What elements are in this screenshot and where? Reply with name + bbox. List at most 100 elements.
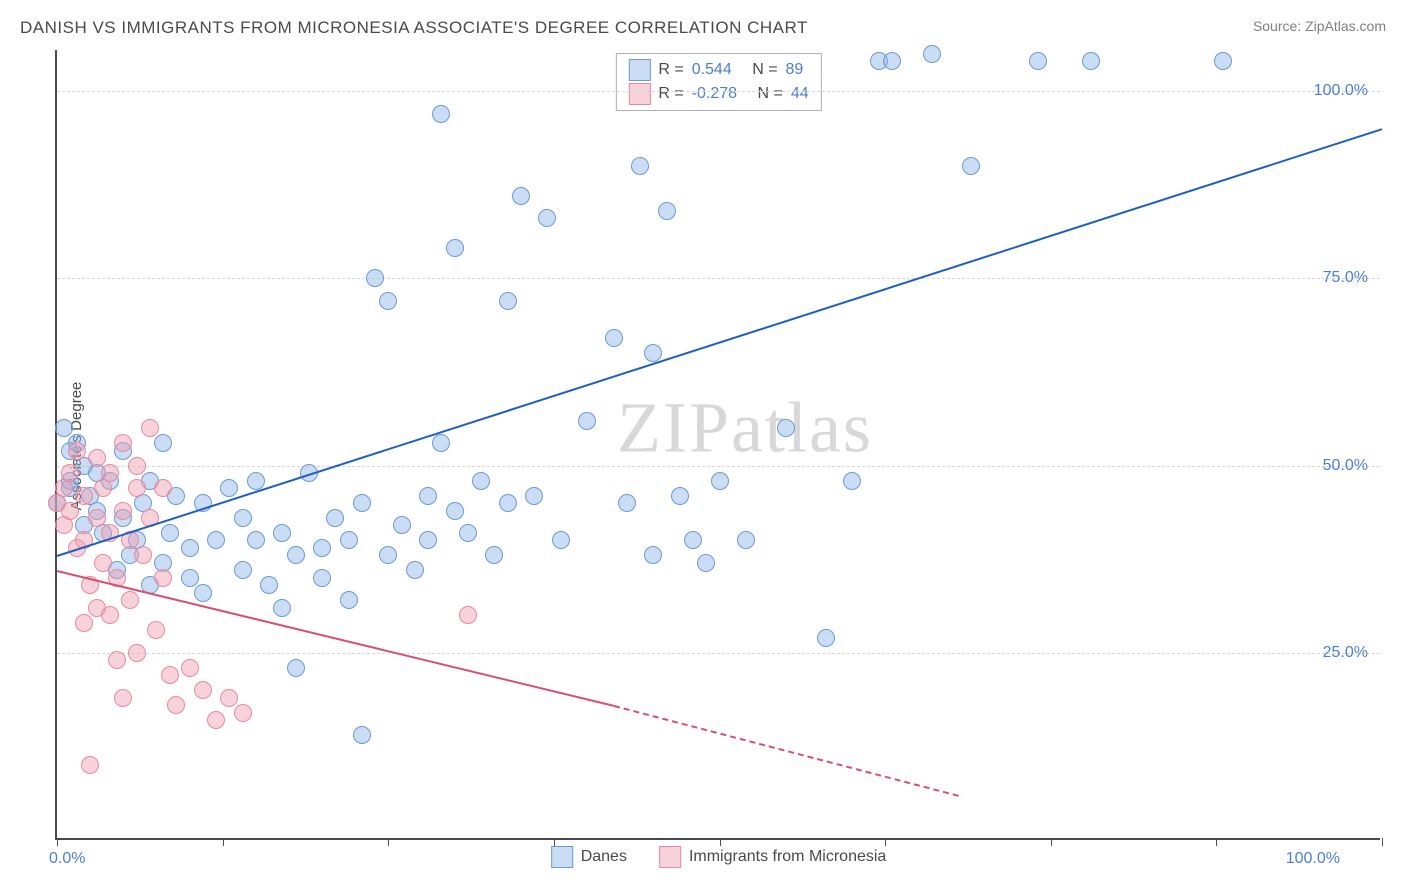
- chart-title: DANISH VS IMMIGRANTS FROM MICRONESIA ASS…: [20, 18, 808, 38]
- scatter-point: [459, 606, 477, 624]
- scatter-point: [88, 449, 106, 467]
- scatter-point: [114, 689, 132, 707]
- scatter-point: [141, 419, 159, 437]
- scatter-point: [234, 509, 252, 527]
- scatter-point: [194, 584, 212, 602]
- scatter-point: [485, 546, 503, 564]
- grid-line: [57, 653, 1380, 654]
- trend-line: [57, 570, 614, 707]
- scatter-point: [134, 546, 152, 564]
- x-tick: [885, 838, 886, 846]
- scatter-point: [472, 472, 490, 490]
- scatter-point: [260, 576, 278, 594]
- scatter-point: [446, 502, 464, 520]
- r-label: R =: [658, 58, 683, 82]
- scatter-point: [923, 45, 941, 63]
- scatter-point: [644, 546, 662, 564]
- x-tick: [554, 838, 555, 846]
- legend-row-2: R = -0.278 N = 44: [628, 82, 808, 106]
- y-tick-label: 100.0%: [1314, 82, 1368, 100]
- y-tick-label: 75.0%: [1323, 269, 1368, 287]
- plot-area: ZIPatlas R = 0.544 N = 89 R = -0.278 N =…: [55, 50, 1380, 840]
- source-attribution: Source: ZipAtlas.com: [1253, 18, 1386, 34]
- scatter-point: [446, 239, 464, 257]
- scatter-point: [121, 591, 139, 609]
- watermark: ZIPatlas: [617, 387, 873, 470]
- scatter-point: [234, 561, 252, 579]
- scatter-point: [207, 711, 225, 729]
- x-tick: [223, 838, 224, 846]
- scatter-point: [578, 412, 596, 430]
- scatter-point: [406, 561, 424, 579]
- x-tick: [57, 838, 58, 846]
- x-tick: [388, 838, 389, 846]
- scatter-point: [154, 479, 172, 497]
- scatter-point: [234, 704, 252, 722]
- scatter-point: [671, 487, 689, 505]
- scatter-point: [108, 651, 126, 669]
- scatter-point: [962, 157, 980, 175]
- scatter-point: [883, 52, 901, 70]
- scatter-point: [499, 494, 517, 512]
- scatter-point: [605, 329, 623, 347]
- r-value-micronesia: -0.278: [692, 82, 737, 106]
- scatter-point: [220, 689, 238, 707]
- scatter-point: [631, 157, 649, 175]
- legend-swatch-micronesia: [628, 83, 650, 105]
- scatter-point: [843, 472, 861, 490]
- scatter-point: [114, 434, 132, 452]
- scatter-point: [379, 546, 397, 564]
- scatter-point: [55, 419, 73, 437]
- legend-swatch-danes-bottom: [551, 846, 573, 868]
- scatter-point: [181, 569, 199, 587]
- scatter-point: [287, 546, 305, 564]
- grid-line: [57, 466, 1380, 467]
- grid-line: [57, 91, 1380, 92]
- scatter-point: [287, 659, 305, 677]
- scatter-point: [194, 681, 212, 699]
- scatter-point: [419, 531, 437, 549]
- scatter-point: [247, 472, 265, 490]
- grid-line: [57, 278, 1380, 279]
- scatter-point: [273, 599, 291, 617]
- legend-row-1: R = 0.544 N = 89: [628, 58, 808, 82]
- x-tick: [720, 838, 721, 846]
- scatter-point: [1029, 52, 1047, 70]
- scatter-point: [379, 292, 397, 310]
- scatter-point: [432, 434, 450, 452]
- scatter-point: [340, 591, 358, 609]
- scatter-point: [353, 726, 371, 744]
- scatter-point: [128, 457, 146, 475]
- scatter-point: [512, 187, 530, 205]
- scatter-point: [154, 434, 172, 452]
- scatter-point: [777, 419, 795, 437]
- scatter-point: [161, 666, 179, 684]
- scatter-point: [1214, 52, 1232, 70]
- legend-swatch-micronesia-bottom: [659, 846, 681, 868]
- scatter-point: [711, 472, 729, 490]
- scatter-point: [61, 464, 79, 482]
- scatter-point: [737, 531, 755, 549]
- y-tick-label: 50.0%: [1323, 457, 1368, 475]
- scatter-point: [419, 487, 437, 505]
- scatter-point: [552, 531, 570, 549]
- trend-line: [57, 129, 1383, 558]
- scatter-point: [128, 644, 146, 662]
- scatter-point: [658, 202, 676, 220]
- scatter-point: [273, 524, 291, 542]
- x-tick: [1051, 838, 1052, 846]
- scatter-point: [618, 494, 636, 512]
- legend-label-micronesia: Immigrants from Micronesia: [689, 848, 886, 866]
- scatter-point: [525, 487, 543, 505]
- scatter-point: [432, 105, 450, 123]
- series-legend: Danes Immigrants from Micronesia: [551, 846, 887, 868]
- scatter-point: [181, 539, 199, 557]
- scatter-point: [684, 531, 702, 549]
- x-axis-min-label: 0.0%: [49, 850, 85, 868]
- scatter-point: [101, 464, 119, 482]
- scatter-point: [147, 621, 165, 639]
- scatter-point: [247, 531, 265, 549]
- n-value-danes: 89: [786, 58, 804, 82]
- scatter-point: [366, 269, 384, 287]
- scatter-point: [81, 756, 99, 774]
